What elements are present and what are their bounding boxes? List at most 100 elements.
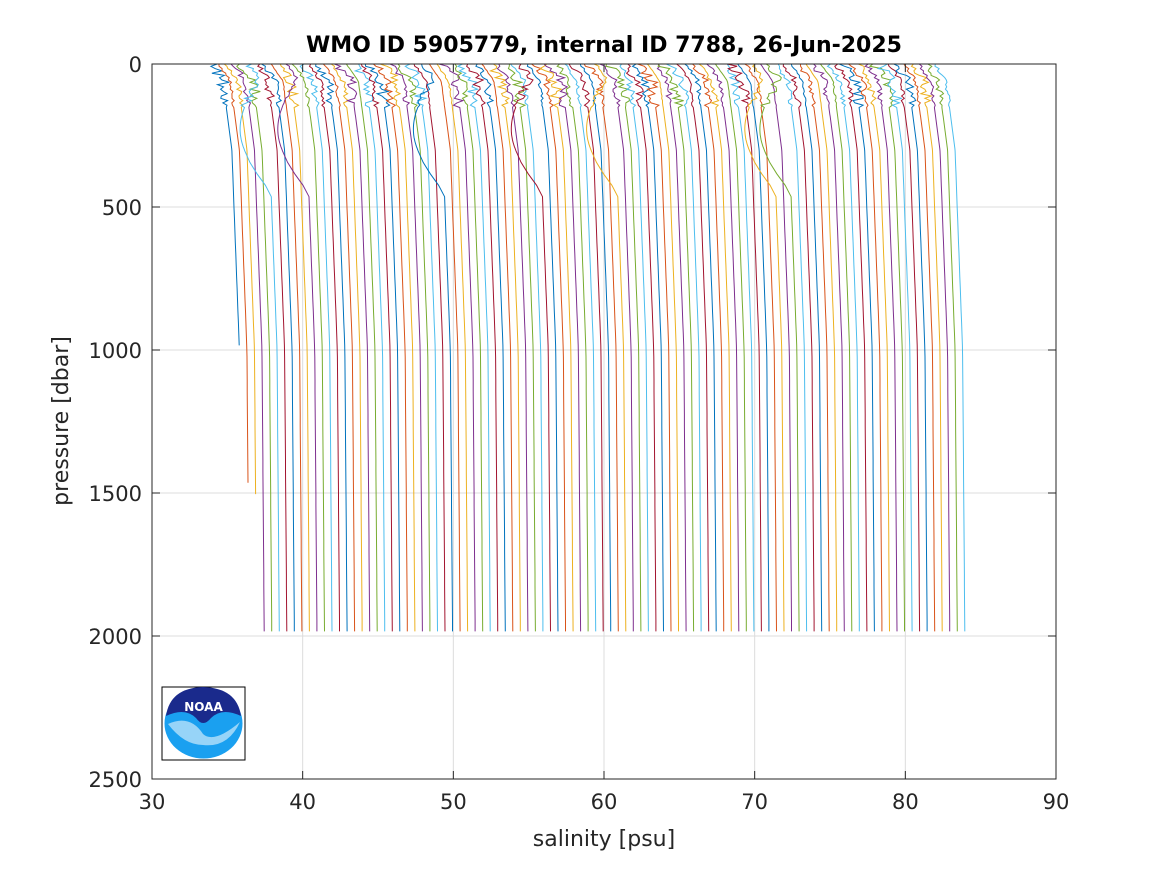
profile-line	[864, 63, 898, 632]
profile-line	[813, 63, 845, 632]
profile-line	[389, 63, 423, 632]
x-tick-label: 50	[440, 790, 467, 814]
y-tick-label: 2500	[89, 768, 142, 792]
profile-line	[826, 63, 860, 632]
y-tick-label: 1500	[89, 482, 142, 506]
profile-line	[526, 63, 559, 632]
profile-line	[579, 63, 612, 632]
profile-line	[777, 63, 808, 632]
profile-lines	[209, 63, 966, 632]
profile-line	[692, 63, 725, 632]
profile-line	[510, 63, 544, 632]
profile-line	[656, 63, 687, 632]
profile-line	[782, 63, 815, 632]
profile-line	[714, 63, 747, 632]
profile-line	[270, 63, 303, 632]
profile-line	[397, 63, 431, 632]
x-tick-label: 40	[289, 790, 316, 814]
profile-line	[364, 63, 401, 632]
profile-line	[256, 63, 288, 632]
profile-line	[481, 63, 514, 632]
profile-line	[848, 63, 883, 632]
profile-line	[564, 63, 597, 632]
profile-line	[927, 63, 958, 632]
y-tick-label: 0	[129, 53, 142, 77]
x-tick-labels: 30 40 50 60 70 80 90	[139, 790, 1070, 814]
profile-line	[744, 63, 785, 632]
profile-line	[209, 63, 240, 346]
axis-ticks	[151, 63, 1057, 780]
logo-navy-top	[166, 687, 241, 723]
profile-line	[805, 63, 838, 632]
profile-line	[834, 63, 868, 632]
profile-line	[496, 63, 529, 632]
profile-line	[759, 63, 800, 632]
profile-line	[428, 63, 461, 632]
y-tick-labels: 0 500 1000 1500 2000 2500	[89, 53, 142, 792]
profile-line	[706, 63, 740, 632]
profile-line	[218, 63, 249, 483]
profile-line	[279, 63, 310, 632]
profile-line	[637, 63, 672, 632]
profile-line	[726, 63, 755, 632]
profile-line	[631, 63, 664, 632]
logo-text: NOAA	[184, 700, 223, 714]
profile-line	[277, 63, 318, 632]
profile-line	[799, 63, 830, 632]
profile-line	[760, 63, 792, 632]
profile-line	[619, 63, 649, 632]
profile-line	[839, 63, 875, 632]
profile-line	[910, 63, 943, 632]
profile-line	[531, 63, 566, 632]
profile-line	[698, 63, 732, 632]
profile-line	[436, 63, 469, 632]
profile-line	[737, 63, 770, 632]
profile-line	[934, 63, 966, 632]
profile-line	[488, 63, 521, 632]
y-tick-label: 2000	[89, 625, 142, 649]
profile-line	[647, 63, 679, 632]
profile-line	[291, 63, 325, 632]
profile-line	[299, 63, 333, 632]
profile-line	[322, 63, 356, 632]
profile-line	[790, 63, 823, 632]
profile-line	[676, 63, 710, 632]
profile-line	[465, 63, 499, 632]
profile-line	[568, 63, 604, 632]
profile-line	[261, 63, 295, 632]
chart-title: WMO ID 5905779, internal ID 7788, 26-Jun…	[306, 33, 902, 58]
profile-line	[903, 63, 936, 632]
profile-line	[625, 63, 657, 632]
y-axis-label: pressure [dbar]	[49, 336, 74, 506]
profile-line	[507, 63, 536, 632]
profile-line	[556, 63, 589, 632]
y-tick-label: 1000	[89, 339, 142, 363]
profile-line	[819, 63, 853, 632]
profile-line	[726, 63, 762, 632]
profile-line	[858, 63, 890, 632]
x-tick-label: 90	[1043, 790, 1070, 814]
profile-line	[413, 63, 446, 632]
profile-line	[887, 63, 921, 632]
profile-line	[315, 63, 348, 632]
profile-line	[230, 63, 265, 632]
profile-line	[543, 63, 582, 632]
profile-line	[353, 63, 386, 632]
x-tick-label: 60	[591, 790, 618, 814]
profile-line	[438, 63, 476, 632]
x-axis-label: salinity [psu]	[533, 827, 675, 852]
x-tick-label: 70	[741, 790, 768, 814]
y-tick-label: 500	[102, 196, 142, 220]
profile-line	[360, 63, 393, 632]
profile-line	[605, 63, 642, 632]
profile-line	[308, 63, 340, 632]
noaa-logo: NOAA	[161, 686, 246, 761]
profile-line	[334, 63, 371, 632]
profile-line	[684, 63, 717, 632]
profile-line	[330, 63, 363, 632]
profile-line	[412, 63, 453, 632]
profile-line	[538, 63, 574, 632]
profile-line	[475, 63, 506, 632]
profile-line	[373, 63, 408, 632]
